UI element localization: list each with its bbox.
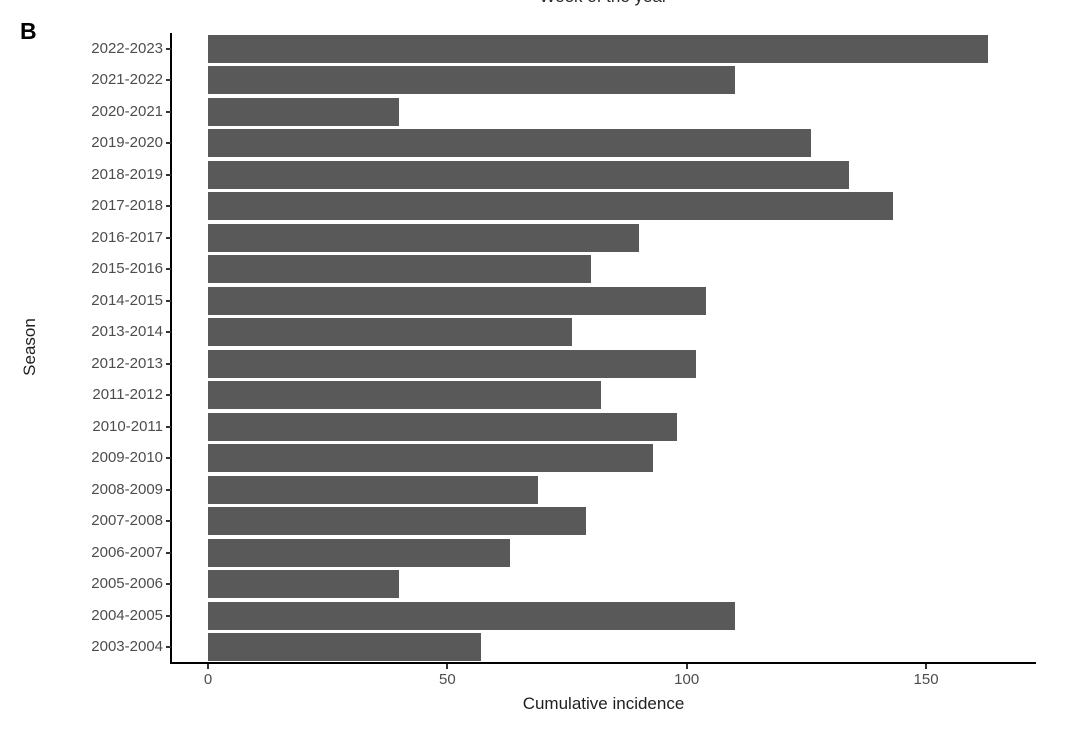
y-tick-mark xyxy=(166,583,171,586)
bar-2011-2012 xyxy=(208,381,601,410)
bar-2014-2015 xyxy=(208,286,706,315)
y-tick-mark xyxy=(166,362,171,365)
y-tick-mark xyxy=(166,551,171,554)
y-tick-mark xyxy=(166,299,171,302)
y-tick-mark xyxy=(166,425,171,428)
bar-2006-2007 xyxy=(208,538,510,567)
y-tick-label-2021-2022: 2021-2022 xyxy=(91,71,163,89)
bar-2010-2011 xyxy=(208,412,678,441)
bar-2013-2014 xyxy=(208,318,572,347)
y-tick-label-2007-2008: 2007-2008 xyxy=(91,512,163,530)
y-tick-mark xyxy=(166,488,171,491)
x-tick-label-50: 50 xyxy=(439,671,456,688)
y-tick-mark xyxy=(166,110,171,113)
y-tick-mark xyxy=(166,79,171,82)
y-tick-label-2003-2004: 2003-2004 xyxy=(91,638,163,656)
bar-2019-2020 xyxy=(208,129,812,158)
x-axis-line xyxy=(170,662,1036,664)
y-tick-mark xyxy=(166,268,171,271)
bar-2005-2006 xyxy=(208,570,400,599)
y-tick-label-2011-2012: 2011-2012 xyxy=(92,386,163,404)
bar-2004-2005 xyxy=(208,601,735,630)
bar-2018-2019 xyxy=(208,160,850,189)
x-tick-label-100: 100 xyxy=(674,671,700,688)
y-tick-label-2017-2018: 2017-2018 xyxy=(91,197,163,215)
y-tick-mark xyxy=(166,394,171,397)
y-tick-mark xyxy=(166,520,171,523)
y-tick-mark xyxy=(166,205,171,208)
y-tick-mark xyxy=(166,646,171,649)
y-tick-label-2018-2019: 2018-2019 xyxy=(91,165,163,183)
bar-2021-2022 xyxy=(208,66,735,95)
y-tick-label-2013-2014: 2013-2014 xyxy=(91,323,163,341)
y-tick-mark xyxy=(166,142,171,145)
y-tick-label-2020-2021: 2020-2021 xyxy=(91,102,163,120)
bar-2012-2013 xyxy=(208,349,697,378)
bar-2015-2016 xyxy=(208,255,591,284)
y-tick-mark xyxy=(166,173,171,176)
bar-2022-2023 xyxy=(208,34,989,63)
plot-panel xyxy=(172,33,1035,663)
y-tick-mark xyxy=(166,457,171,460)
y-tick-label-2008-2009: 2008-2009 xyxy=(91,480,163,498)
y-tick-label-2010-2011: 2010-2011 xyxy=(92,417,163,435)
y-tick-mark xyxy=(166,47,171,50)
y-tick-label-2014-2015: 2014-2015 xyxy=(91,291,163,309)
x-tick-mark xyxy=(685,664,688,669)
y-tick-label-2012-2013: 2012-2013 xyxy=(91,354,163,372)
x-tick-mark xyxy=(446,664,449,669)
y-tick-mark xyxy=(166,331,171,334)
x-tick-mark xyxy=(925,664,928,669)
x-tick-mark xyxy=(207,664,209,669)
y-tick-label-2005-2006: 2005-2006 xyxy=(91,575,163,593)
y-tick-label-2016-2017: 2016-2017 xyxy=(91,228,163,246)
x-tick-label-0: 0 xyxy=(203,671,213,688)
x-axis-title: Cumulative incidence xyxy=(522,694,685,713)
x-tick-label-150: 150 xyxy=(913,671,939,688)
bar-2009-2010 xyxy=(208,444,654,473)
bar-2007-2008 xyxy=(208,507,587,536)
bar-2016-2017 xyxy=(208,223,639,252)
panel-label: B xyxy=(20,18,37,44)
top-axis-label-partial: Week of the year xyxy=(172,0,1035,7)
bar-2003-2004 xyxy=(208,633,481,662)
bar-2017-2018 xyxy=(208,192,893,221)
y-axis-line xyxy=(170,33,172,664)
bar-2020-2021 xyxy=(208,97,400,126)
y-tick-label-2009-2010: 2009-2010 xyxy=(91,449,163,467)
y-tick-label-2006-2007: 2006-2007 xyxy=(91,543,163,561)
y-tick-label-2022-2023: 2022-2023 xyxy=(91,39,163,57)
y-tick-mark xyxy=(166,236,171,239)
y-axis-title: Season xyxy=(20,318,39,376)
bar-2008-2009 xyxy=(208,475,539,504)
y-tick-mark xyxy=(166,614,171,617)
y-tick-label-2015-2016: 2015-2016 xyxy=(91,260,163,278)
y-tick-label-2019-2020: 2019-2020 xyxy=(91,134,163,152)
y-tick-label-2004-2005: 2004-2005 xyxy=(91,606,163,624)
